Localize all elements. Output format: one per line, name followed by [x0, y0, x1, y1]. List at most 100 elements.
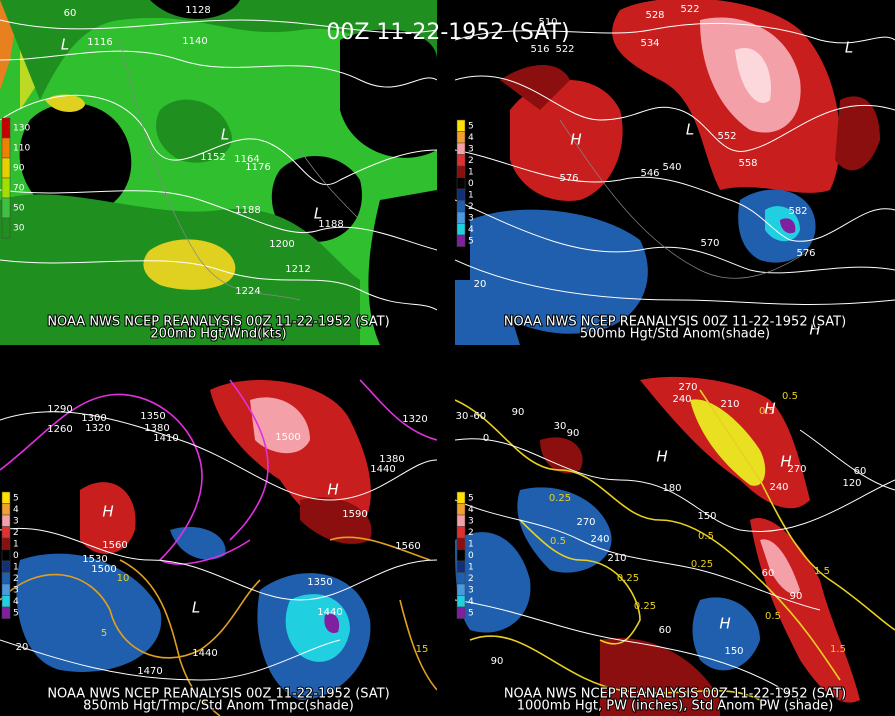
legend-swatch — [456, 131, 466, 144]
contour-label: 1212 — [285, 264, 310, 275]
contour-label: 510 — [538, 17, 557, 28]
contour-label: 120 — [842, 478, 861, 489]
contour-label: 0.25 — [549, 493, 571, 504]
legend-swatch — [456, 572, 466, 585]
contour-label: 1470 — [137, 666, 162, 677]
contour-label: 0.5 — [759, 406, 775, 417]
legend-label: 2 — [13, 528, 19, 538]
legend-swatch — [1, 137, 11, 159]
legend-swatch — [1, 514, 11, 527]
contour-label: 1440 — [317, 607, 342, 618]
contour-label: 528 — [645, 10, 664, 21]
contour-label: 1140 — [182, 36, 207, 47]
legend-swatch — [1, 491, 11, 504]
contour-label: 270 — [678, 382, 697, 393]
legend-swatch — [1, 537, 11, 550]
legend-swatch — [1, 572, 11, 585]
legend-swatch — [1, 595, 11, 608]
contour-label: 1320 — [85, 423, 110, 434]
legend-label: 5 — [13, 493, 19, 503]
panel-caption: NOAA NWS NCEP REANALYSIS 00Z 11-22-1952 … — [47, 687, 389, 702]
contour-label: L — [314, 205, 322, 223]
legend-label: 2 — [468, 528, 474, 538]
contour-label: 522 — [555, 44, 574, 55]
contour-label: 1560 — [102, 540, 127, 551]
contour-label: 1500 — [91, 564, 116, 575]
contour-label: 0.25 — [691, 559, 713, 570]
legend-label: 4 — [13, 597, 19, 607]
legend-swatch — [456, 549, 466, 562]
contour-label: H — [102, 503, 113, 521]
contour-label: 546 — [640, 168, 659, 179]
legend-swatch — [456, 606, 466, 619]
contour-label: 240 — [672, 394, 691, 405]
contour-label: 534 — [640, 38, 659, 49]
legend-label: 2 — [13, 574, 19, 584]
legend-label: 1 — [468, 167, 474, 177]
contour-label: 1380 — [379, 454, 404, 465]
panel-caption: NOAA NWS NCEP REANALYSIS 00Z 11-22-1952 … — [504, 315, 846, 330]
legend-swatch — [456, 560, 466, 573]
contour-label: 1350 — [140, 411, 165, 422]
legend-label: 0 — [468, 179, 474, 189]
contour-label: H — [719, 615, 730, 633]
contour-label: 1500 — [275, 432, 300, 443]
legend-label: 5 — [468, 493, 474, 503]
contour-label: 1320 — [402, 414, 427, 425]
contour-label: 15 — [416, 644, 429, 655]
legend-label: 4 — [468, 597, 474, 607]
contour-label: 1188 — [318, 219, 343, 230]
legend-label: 2 — [468, 574, 474, 584]
panel-200mb — [0, 0, 437, 345]
contour-label: 240 — [590, 534, 609, 545]
panel-caption: NOAA NWS NCEP REANALYSIS 00Z 11-22-1952 … — [47, 315, 389, 330]
contour-label: 90 — [512, 407, 525, 418]
contour-label: 150 — [724, 646, 743, 657]
contour-label: 540 — [662, 162, 681, 173]
legend-label: 3 — [468, 144, 474, 154]
contour-label: 10 — [117, 573, 130, 584]
legend-label: 110 — [13, 144, 30, 154]
contour-label: 270 — [576, 517, 595, 528]
legend-swatch — [1, 583, 11, 596]
contour-label: 1188 — [235, 205, 260, 216]
legend-label: 4 — [468, 133, 474, 143]
contour-label: 1164 — [234, 154, 259, 165]
contour-label: 0.25 — [617, 573, 639, 584]
contour-label: 60 — [762, 568, 775, 579]
legend-label: 5 — [468, 121, 474, 131]
legend-swatch — [1, 503, 11, 516]
contour-label: 5 — [101, 628, 107, 639]
legend-label: 3 — [468, 585, 474, 595]
legend-swatch — [456, 526, 466, 539]
legend-swatch — [1, 549, 11, 562]
contour-label: 0.5 — [550, 536, 566, 547]
legend-label: 90 — [13, 164, 25, 174]
legend-swatch — [456, 503, 466, 516]
contour-label: 576 — [796, 248, 815, 259]
legend-label: 3 — [13, 585, 19, 595]
legend-swatch — [1, 117, 11, 139]
legend-swatch — [456, 142, 466, 155]
contour-label: 1590 — [342, 509, 367, 520]
legend-label: 70 — [13, 184, 25, 194]
contour-label: L — [192, 599, 200, 617]
contour-label: 1200 — [269, 239, 294, 250]
contour-label: 1.5 — [814, 566, 830, 577]
contour-label: 1300 — [81, 413, 106, 424]
contour-label: 20 — [16, 642, 29, 653]
legend-swatch — [456, 234, 466, 247]
legend-swatch — [1, 157, 11, 179]
legend-swatch — [456, 200, 466, 213]
legend-label: 1 — [468, 562, 474, 572]
contour-label: 30 — [554, 421, 567, 432]
panel-subcaption: 200mb Hgt/Wnd(kts) — [150, 327, 286, 342]
legend-label: 3 — [468, 213, 474, 223]
legend-swatch — [1, 560, 11, 573]
contour-label: 1152 — [200, 152, 225, 163]
legend-label: 1 — [13, 562, 19, 572]
contour-label: 60 — [659, 625, 672, 636]
panel-850mb — [0, 372, 437, 716]
contour-label: -60 — [470, 411, 486, 422]
panel-subcaption: 500mb Hgt/Std Anom(shade) — [580, 327, 770, 342]
